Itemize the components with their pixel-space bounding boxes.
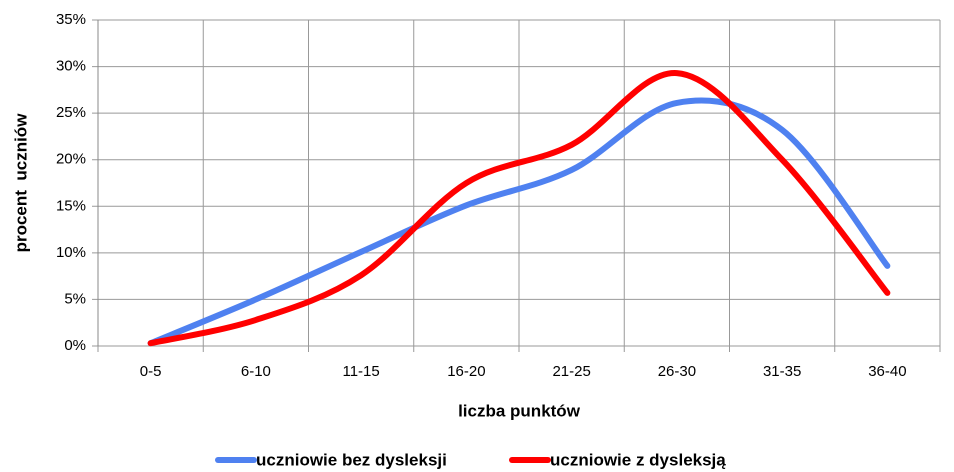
x-tick-label: 0-5 (140, 363, 162, 380)
y-tick-label: 35% (56, 11, 86, 28)
y-tick-label: 30% (56, 58, 86, 75)
y-tick-label: 20% (56, 151, 86, 168)
x-tick-label: 36-40 (868, 363, 906, 380)
x-axis-label: liczba punktów (458, 401, 581, 420)
x-tick-label: 6-10 (241, 363, 271, 380)
y-tick-label: 15% (56, 197, 86, 214)
y-tick-label: 10% (56, 244, 86, 261)
x-tick-label: 26-30 (658, 363, 696, 380)
y-axis-label: procent uczniów (11, 113, 30, 253)
x-tick-label: 16-20 (447, 363, 485, 380)
x-tick-label: 11-15 (342, 363, 379, 380)
legend-label: uczniowie z dysleksją (550, 450, 726, 469)
x-tick-label: 31-35 (763, 363, 801, 380)
series-line (147, 70, 891, 347)
x-tick-label: 21-25 (552, 363, 590, 380)
y-tick-label: 0% (64, 337, 86, 354)
legend-label: uczniowie bez dysleksji (256, 450, 447, 469)
series-line (147, 97, 891, 347)
y-tick-label: 5% (64, 290, 86, 307)
y-tick-label: 25% (56, 104, 86, 121)
